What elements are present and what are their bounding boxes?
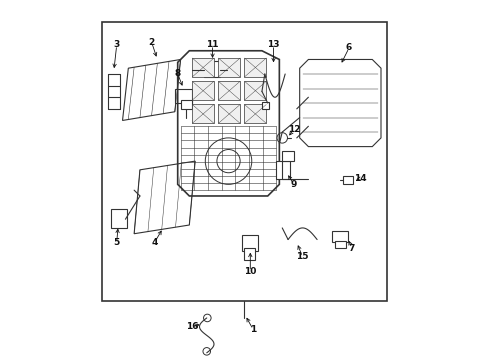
Bar: [218, 58, 240, 77]
Bar: [111, 209, 126, 228]
Text: 16: 16: [185, 322, 198, 331]
Bar: [262, 102, 268, 109]
Text: 2: 2: [148, 37, 154, 46]
Text: 11: 11: [206, 40, 218, 49]
Bar: [331, 231, 347, 242]
Text: 5: 5: [113, 238, 120, 247]
Text: 4: 4: [151, 238, 157, 247]
Text: 3: 3: [113, 40, 120, 49]
Bar: [343, 176, 353, 184]
Bar: [192, 104, 214, 123]
Text: 10: 10: [244, 267, 256, 276]
Text: 7: 7: [348, 244, 354, 253]
Text: 1: 1: [249, 325, 256, 334]
Bar: [282, 151, 293, 161]
Text: 6: 6: [345, 43, 351, 52]
Bar: [192, 81, 214, 100]
Bar: [241, 235, 257, 251]
Bar: [180, 100, 192, 109]
Text: 9: 9: [290, 180, 296, 189]
Bar: [218, 104, 240, 123]
Bar: [244, 81, 266, 100]
Text: 8: 8: [174, 69, 181, 78]
Bar: [174, 89, 192, 103]
Text: 12: 12: [287, 125, 300, 134]
Bar: [334, 241, 346, 248]
Text: 15: 15: [296, 252, 308, 261]
Bar: [203, 61, 220, 77]
Bar: [218, 81, 240, 100]
Text: 13: 13: [267, 40, 279, 49]
Bar: [192, 58, 214, 77]
Text: 14: 14: [354, 174, 366, 183]
Bar: [276, 161, 289, 179]
Bar: [244, 104, 266, 123]
Bar: [244, 248, 254, 260]
Bar: [244, 58, 266, 77]
